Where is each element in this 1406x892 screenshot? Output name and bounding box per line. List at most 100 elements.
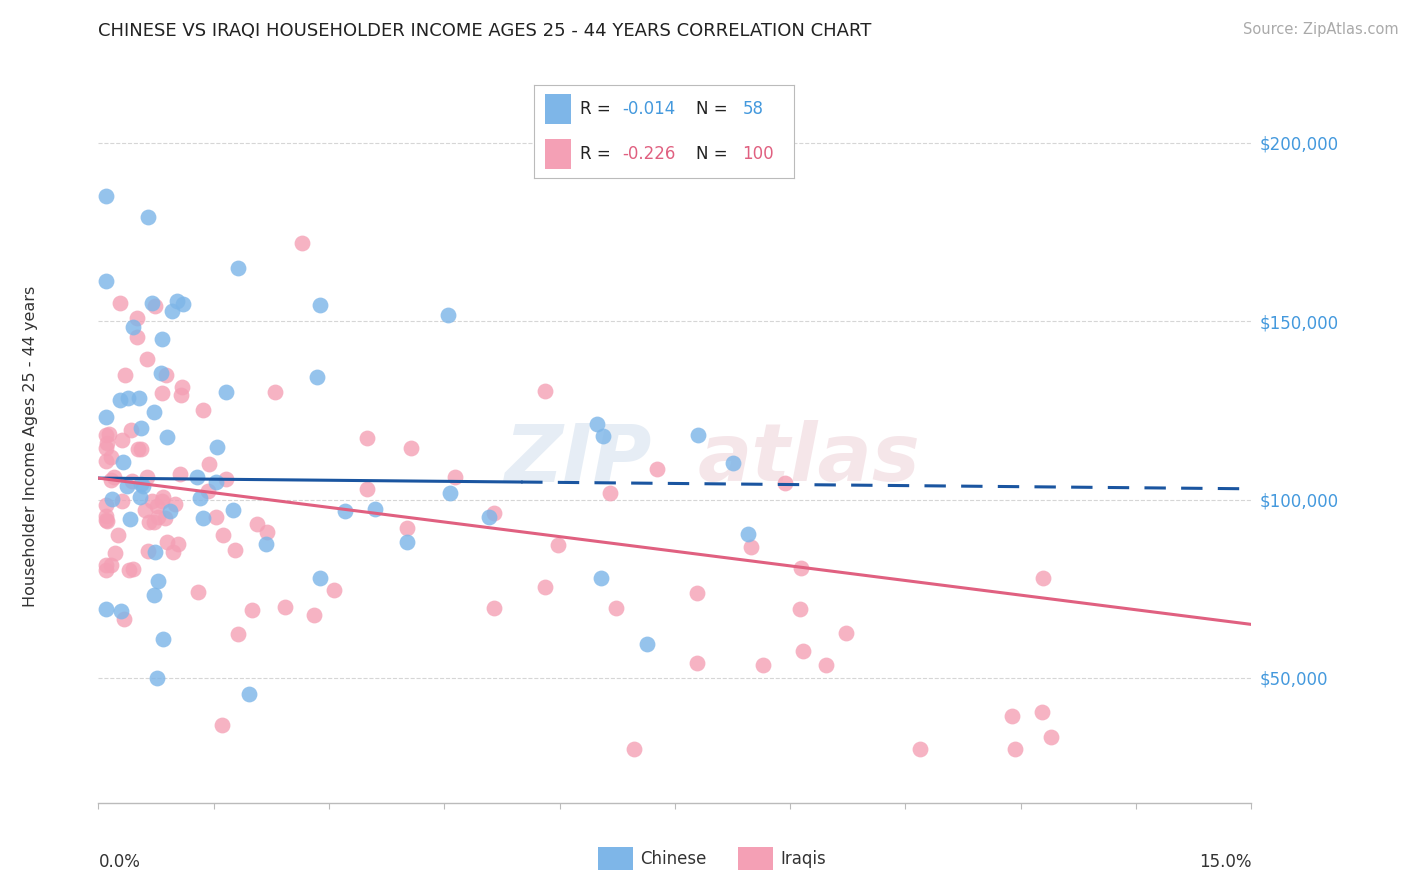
Point	[215, 384, 238, 399]
Point	[165, 497, 187, 511]
Point	[160, 304, 183, 318]
Point	[148, 574, 170, 588]
Point	[98, 427, 121, 442]
Point	[399, 442, 422, 456]
Point	[256, 524, 278, 539]
Point	[100, 450, 122, 465]
Point	[592, 429, 614, 443]
Point	[141, 494, 163, 508]
Point	[205, 440, 228, 454]
Point	[94, 274, 117, 288]
Text: 0.0%: 0.0%	[98, 853, 141, 871]
Point	[117, 478, 139, 492]
Point	[120, 423, 142, 437]
Point	[586, 417, 609, 431]
Point	[146, 499, 169, 513]
Point	[94, 442, 117, 456]
Text: ZIP: ZIP	[505, 420, 652, 498]
Point	[1031, 705, 1053, 719]
Point	[94, 428, 117, 442]
Text: Householder Income Ages 25 - 44 years: Householder Income Ages 25 - 44 years	[24, 285, 38, 607]
Point	[190, 491, 212, 505]
Point	[197, 484, 219, 499]
Point	[149, 366, 172, 380]
Point	[547, 538, 569, 552]
Text: Iraqis: Iraqis	[780, 850, 827, 868]
Point	[110, 604, 132, 618]
Point	[170, 387, 193, 401]
Point	[240, 603, 263, 617]
Point	[226, 260, 249, 275]
Point	[117, 392, 139, 406]
Point	[335, 504, 357, 518]
Point	[291, 235, 314, 250]
Point	[159, 503, 181, 517]
Point	[228, 627, 250, 641]
Point	[205, 510, 228, 524]
Point	[134, 502, 156, 516]
Point	[121, 475, 143, 489]
Point	[686, 657, 709, 671]
Point	[740, 540, 762, 554]
Point	[122, 562, 145, 576]
Point	[737, 527, 759, 541]
Point	[143, 515, 166, 529]
Point	[156, 535, 179, 549]
Text: R =: R =	[579, 145, 616, 163]
Point	[131, 420, 153, 434]
Text: N =: N =	[696, 145, 733, 163]
Point	[143, 545, 166, 559]
Point	[172, 297, 194, 311]
Point	[308, 298, 330, 312]
Point	[187, 585, 209, 599]
Point	[155, 368, 177, 382]
Point	[193, 510, 215, 524]
Point	[395, 535, 418, 549]
Text: atlas: atlas	[697, 420, 921, 498]
Point	[305, 370, 328, 384]
Point	[246, 516, 269, 531]
Point	[534, 384, 557, 398]
Point	[605, 600, 627, 615]
Point	[112, 613, 135, 627]
Point	[152, 632, 174, 646]
Point	[1004, 742, 1026, 756]
Point	[108, 392, 131, 407]
Point	[129, 491, 152, 505]
Point	[645, 462, 668, 476]
Point	[141, 296, 163, 310]
Point	[589, 571, 612, 585]
Point	[145, 671, 167, 685]
Point	[153, 511, 176, 525]
Point	[103, 470, 125, 484]
Point	[169, 467, 191, 481]
Point	[309, 571, 332, 585]
Point	[94, 513, 117, 527]
Point	[142, 588, 165, 602]
Point	[108, 296, 131, 310]
Point	[131, 442, 153, 456]
Point	[211, 718, 233, 732]
Point	[111, 455, 134, 469]
Text: CHINESE VS IRAQI HOUSEHOLDER INCOME AGES 25 - 44 YEARS CORRELATION CHART: CHINESE VS IRAQI HOUSEHOLDER INCOME AGES…	[98, 22, 872, 40]
Text: Chinese: Chinese	[640, 850, 706, 868]
Point	[482, 600, 505, 615]
Point	[395, 520, 418, 534]
Point	[94, 410, 117, 425]
Point	[623, 742, 645, 756]
Text: 58: 58	[742, 100, 763, 118]
Point	[204, 475, 226, 489]
Point	[166, 537, 188, 551]
Text: 100: 100	[742, 145, 773, 163]
Point	[150, 386, 173, 401]
Point	[1032, 571, 1054, 585]
Point	[254, 536, 277, 550]
Point	[138, 543, 160, 558]
Point	[186, 470, 208, 484]
Point	[135, 470, 157, 484]
Point	[94, 558, 117, 573]
Point	[815, 657, 838, 672]
Point	[94, 453, 117, 467]
Point	[94, 498, 117, 512]
Point	[444, 470, 467, 484]
